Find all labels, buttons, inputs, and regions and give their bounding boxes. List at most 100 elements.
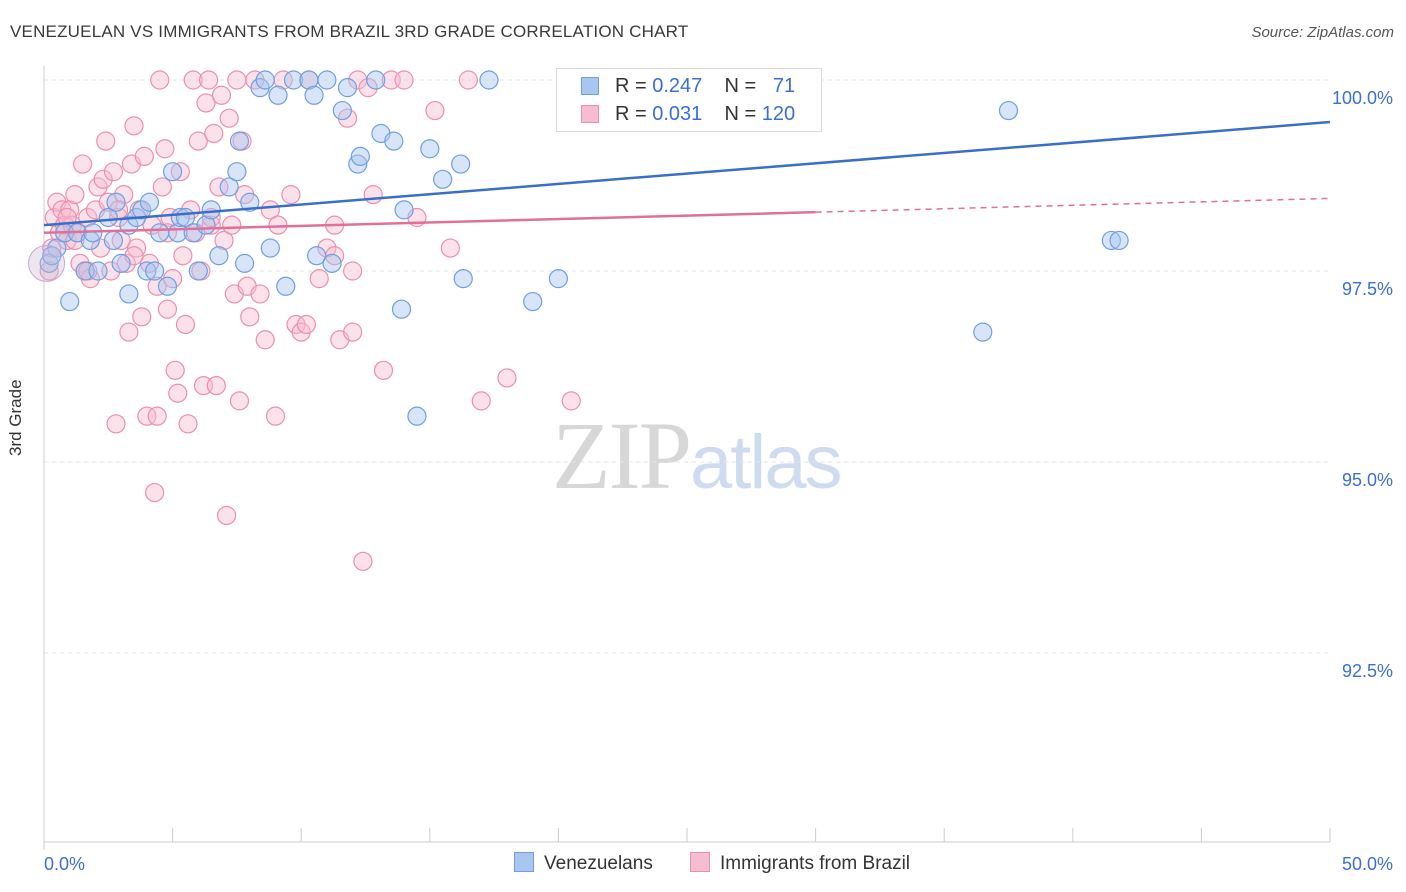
y-tick-label: 100.0% bbox=[1332, 88, 1393, 108]
brazil-point bbox=[132, 307, 152, 327]
venezuelan-point bbox=[255, 70, 275, 90]
venezuelan-point bbox=[332, 100, 352, 121]
brazil-point bbox=[440, 238, 460, 258]
brazil-point bbox=[211, 85, 232, 105]
brazil-point bbox=[39, 261, 59, 281]
venezuelan-point bbox=[139, 192, 160, 212]
venezuelan-point bbox=[88, 261, 108, 281]
brazil-point bbox=[206, 376, 226, 396]
brazil-point bbox=[240, 307, 260, 327]
brazil-point bbox=[227, 70, 247, 90]
venezuelan-point bbox=[132, 200, 152, 220]
brazil-point bbox=[188, 131, 208, 151]
brazil-point bbox=[147, 276, 167, 296]
legend-text-brazil: R = 0.031 N = 120 bbox=[615, 103, 796, 125]
brazil-point bbox=[458, 70, 478, 90]
venezuelan-point bbox=[201, 200, 221, 220]
brazil-point bbox=[209, 177, 229, 197]
brazil-point bbox=[72, 154, 93, 174]
venezuelan-point bbox=[268, 85, 288, 105]
venezuelan-point bbox=[322, 253, 342, 273]
venezuelan-point bbox=[163, 162, 183, 182]
brazil-point bbox=[178, 414, 198, 434]
brazil-point bbox=[255, 330, 275, 350]
brazil-point bbox=[126, 238, 147, 258]
cluster-point bbox=[28, 244, 66, 282]
legend-swatch-brazil bbox=[581, 105, 599, 123]
brazil-point bbox=[358, 78, 378, 98]
venezuelan-point bbox=[1101, 230, 1121, 251]
venezuelan-point bbox=[119, 284, 139, 304]
brazil-point bbox=[222, 215, 242, 235]
watermark: ZIPatlas bbox=[552, 400, 843, 511]
brazil-point bbox=[199, 70, 219, 90]
brazil-point bbox=[124, 116, 144, 136]
brazil-point bbox=[363, 185, 383, 205]
venezuelan-point bbox=[479, 70, 499, 90]
venezuelan-point bbox=[317, 70, 337, 90]
brazil-point bbox=[65, 185, 85, 205]
legend-text-venezuelans: R = 0.247 N = 71 bbox=[615, 75, 796, 97]
venezuelan-trend-line bbox=[43, 120, 1331, 227]
venezuelan-point bbox=[103, 230, 124, 251]
chart-title: VENEZUELAN VS IMMIGRANTS FROM BRAZIL 3RD… bbox=[10, 22, 689, 41]
brazil-point bbox=[353, 551, 373, 571]
venezuelan-point bbox=[137, 261, 157, 281]
brazil-point bbox=[116, 253, 136, 273]
x-tick-label-max: 50.0% bbox=[1342, 854, 1393, 874]
brazil-point bbox=[106, 414, 126, 434]
brazil-point bbox=[114, 185, 134, 205]
brazil-point bbox=[229, 391, 250, 411]
brazil-point bbox=[134, 146, 154, 166]
venezuelan-point bbox=[307, 246, 327, 266]
brazil-point bbox=[168, 383, 188, 403]
bottom-legend-swatch-venezuelans bbox=[514, 852, 534, 872]
venezuelan-point bbox=[260, 238, 280, 258]
brazil-point bbox=[497, 368, 517, 388]
brazil-point bbox=[265, 406, 286, 426]
venezuelan-point bbox=[209, 246, 229, 266]
brazil-point bbox=[155, 139, 175, 159]
venezuelan-point bbox=[1109, 230, 1129, 251]
brazil-point bbox=[175, 314, 196, 335]
bottom-legend-venezuelans: Venezuelans bbox=[514, 852, 653, 875]
brazil-point bbox=[165, 360, 185, 380]
venezuelan-point bbox=[39, 253, 59, 273]
brazil-point bbox=[42, 238, 62, 258]
brazil-point bbox=[317, 238, 337, 258]
x-tick-label-min: 0.0% bbox=[44, 854, 85, 874]
brazil-point bbox=[343, 322, 363, 342]
brazil-point bbox=[296, 314, 316, 335]
brazil-trend-line bbox=[43, 210, 816, 235]
venezuelan-point bbox=[433, 169, 453, 189]
venezuelan-point bbox=[111, 253, 131, 273]
brazil-point bbox=[217, 505, 237, 526]
brazil-point bbox=[96, 131, 116, 151]
brazil-point bbox=[157, 299, 178, 319]
brazil-point bbox=[214, 230, 234, 251]
venezuelan-point bbox=[384, 131, 404, 151]
venezuelan-point bbox=[350, 146, 370, 166]
venezuelan-point bbox=[453, 269, 473, 289]
venezuelan-point bbox=[227, 162, 247, 182]
venezuelan-point bbox=[548, 269, 569, 289]
brazil-point bbox=[219, 108, 239, 128]
venezuelan-point bbox=[276, 276, 296, 296]
brazil-point bbox=[561, 391, 581, 411]
brazil-point bbox=[281, 185, 301, 205]
venezuelan-point bbox=[283, 70, 304, 90]
venezuelan-point bbox=[240, 192, 260, 212]
brazil-point bbox=[160, 207, 180, 228]
venezuelan-point bbox=[235, 253, 255, 273]
brazil-point bbox=[152, 177, 172, 197]
venezuelan-point bbox=[157, 276, 178, 296]
brazil-point bbox=[250, 284, 270, 304]
venezuelan-point bbox=[98, 207, 118, 228]
brazil-point bbox=[170, 162, 190, 182]
brazil-point bbox=[103, 162, 124, 182]
venezuelan-point bbox=[407, 406, 427, 426]
legend-swatch-venezuelans bbox=[581, 77, 599, 95]
brazil-point bbox=[196, 93, 216, 113]
venezuelan-point bbox=[60, 291, 80, 312]
